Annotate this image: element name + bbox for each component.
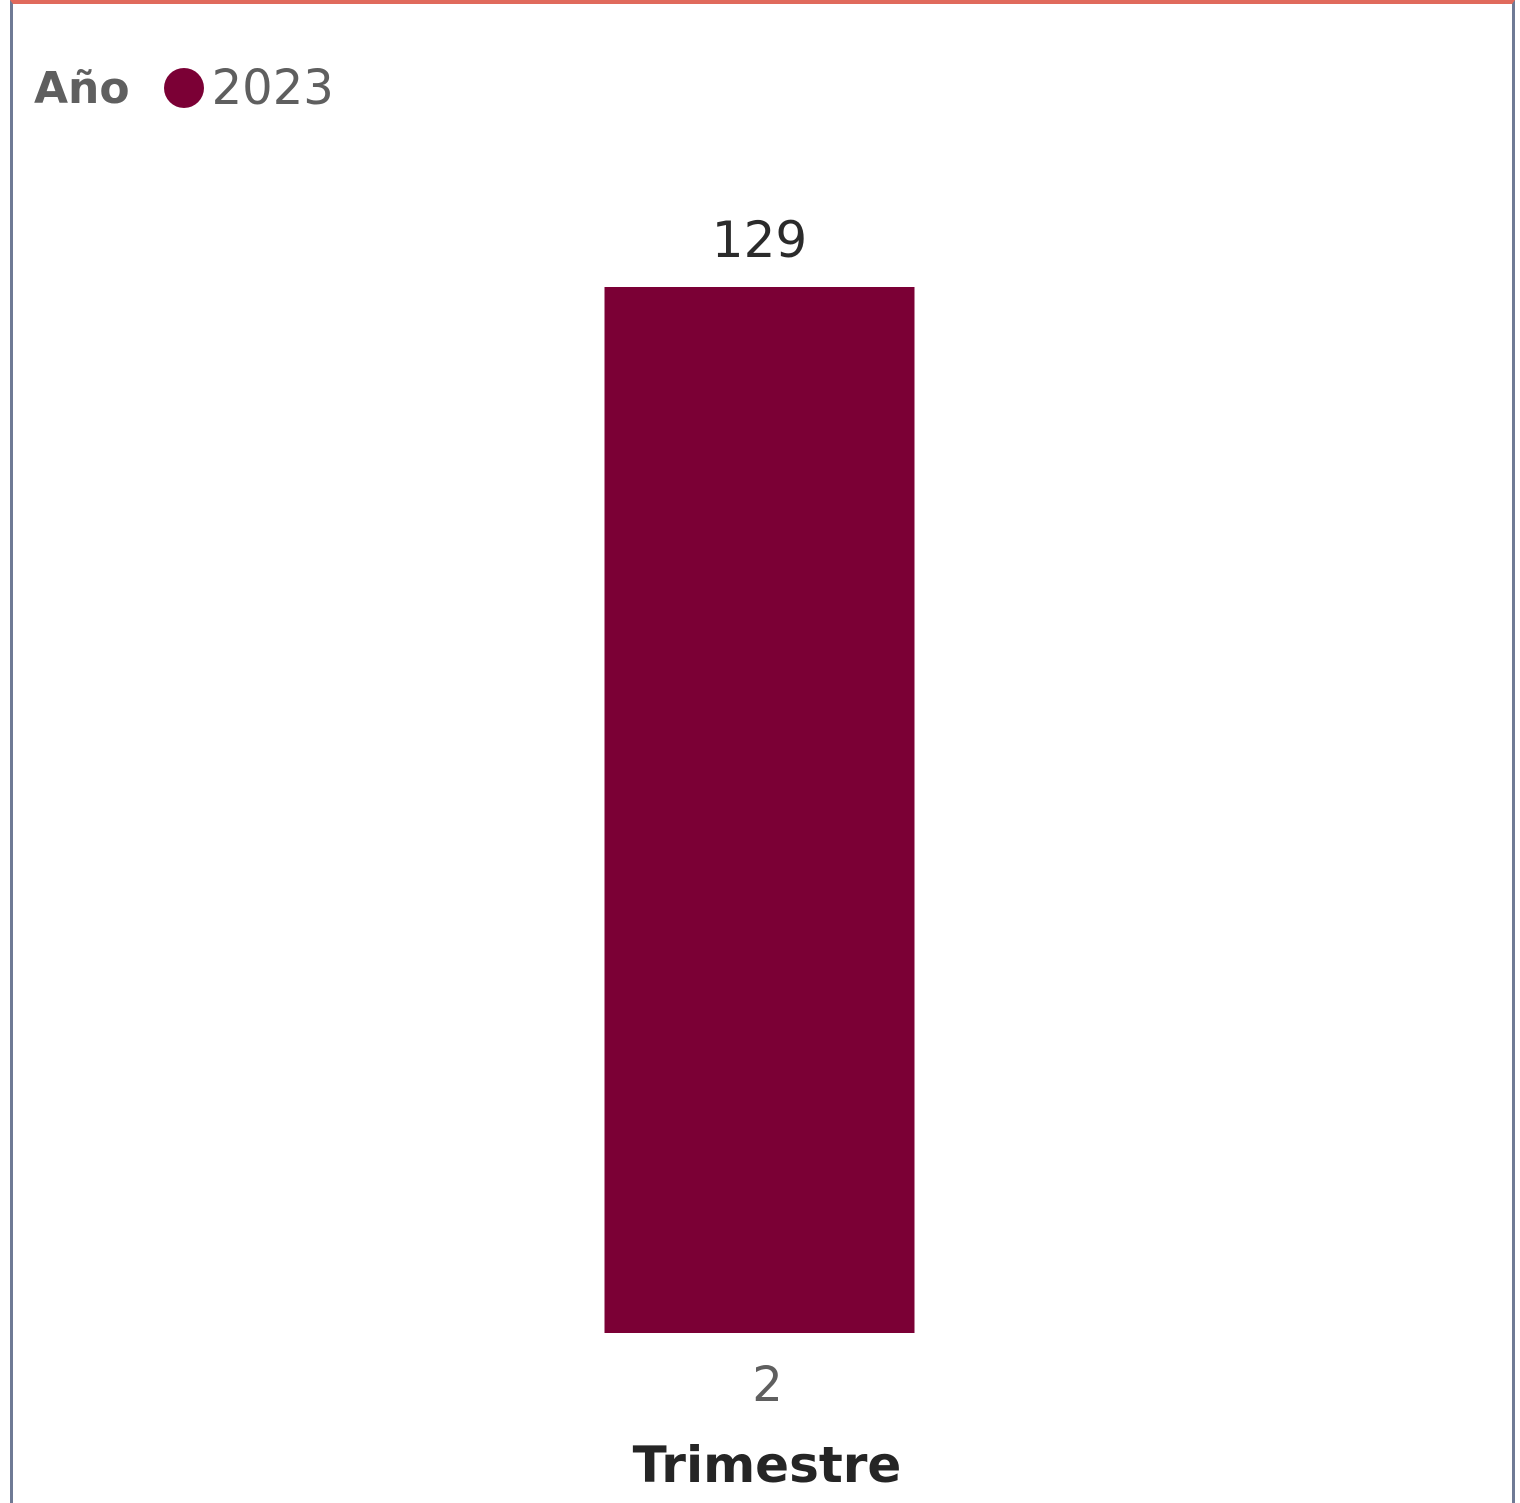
labels-layer: 129 2 bbox=[712, 211, 807, 1413]
x-tick-label-2: 2 bbox=[752, 1357, 783, 1413]
legend-marker-2023 bbox=[163, 68, 204, 108]
bars-layer bbox=[604, 287, 915, 1333]
bar-2-2023[interactable] bbox=[604, 287, 915, 1333]
chart-legend: Año 2023 bbox=[34, 58, 334, 118]
legend-label-2023: 2023 bbox=[211, 60, 334, 116]
x-axis-title: Trimestre bbox=[633, 1436, 902, 1494]
data-label-2: 129 bbox=[712, 211, 807, 269]
legend-title: Año bbox=[34, 62, 130, 114]
